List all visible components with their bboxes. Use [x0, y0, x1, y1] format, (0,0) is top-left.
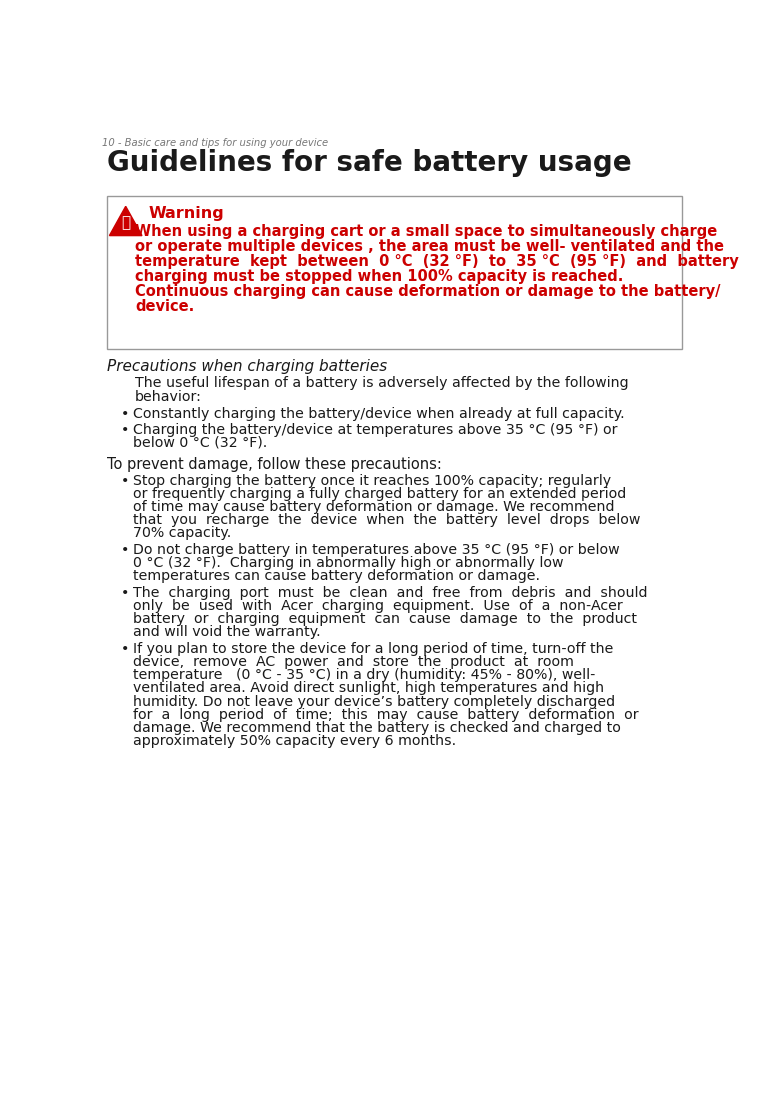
Text: behavior:: behavior: [135, 389, 202, 404]
Text: If you plan to store the device for a long period of time, turn-off the: If you plan to store the device for a lo… [133, 642, 614, 656]
Text: Guidelines for safe battery usage: Guidelines for safe battery usage [107, 148, 631, 177]
Text: The  charging  port  must  be  clean  and  free  from  debris  and  should: The charging port must be clean and free… [133, 586, 648, 600]
Text: approximately 50% capacity every 6 months.: approximately 50% capacity every 6 month… [133, 734, 457, 748]
Text: Continuous charging can cause deformation or damage to the battery/: Continuous charging can cause deformatio… [135, 284, 721, 299]
Text: below 0 °C (32 °F).: below 0 °C (32 °F). [133, 436, 268, 450]
Text: temperatures can cause battery deformation or damage.: temperatures can cause battery deformati… [133, 569, 541, 583]
Text: temperature  kept  between  0 °C  (32 °F)  to  35 °C  (95 °F)  and  battery: temperature kept between 0 °C (32 °F) to… [135, 255, 738, 269]
Text: •: • [121, 474, 129, 487]
Text: 70% capacity.: 70% capacity. [133, 525, 232, 540]
Text: Precautions when charging batteries: Precautions when charging batteries [107, 359, 387, 374]
Text: for  a  long  period  of  time;  this  may  cause  battery  deformation  or: for a long period of time; this may caus… [133, 708, 639, 722]
Text: ventilated area. Avoid direct sunlight, high temperatures and high: ventilated area. Avoid direct sunlight, … [133, 681, 604, 695]
FancyBboxPatch shape [107, 195, 682, 349]
Text: or operate multiple devices , the area must be well- ventilated and the: or operate multiple devices , the area m… [135, 239, 724, 255]
Text: temperature   (0 °C - 35 °C) in a dry (humidity: 45% - 80%), well-: temperature (0 °C - 35 °C) in a dry (hum… [133, 668, 596, 682]
Text: damage. We recommend that the battery is checked and charged to: damage. We recommend that the battery is… [133, 721, 621, 735]
Text: Warning: Warning [148, 206, 224, 222]
Text: that  you  recharge  the  device  when  the  battery  level  drops  below: that you recharge the device when the ba… [133, 512, 641, 527]
Text: and will void the warranty.: and will void the warranty. [133, 625, 321, 640]
Text: only  be  used  with  Acer  charging  equipment.  Use  of  a  non-Acer: only be used with Acer charging equipmen… [133, 599, 623, 613]
Text: 10 - Basic care and tips for using your device: 10 - Basic care and tips for using your … [102, 138, 328, 148]
Text: device,  remove  AC  power  and  store  the  product  at  room: device, remove AC power and store the pr… [133, 655, 574, 669]
Text: charging must be stopped when 100% capacity is reached.: charging must be stopped when 100% capac… [135, 269, 624, 284]
Text: humidity. Do not leave your device’s battery completely discharged: humidity. Do not leave your device’s bat… [133, 694, 615, 709]
Text: To prevent damage, follow these precautions:: To prevent damage, follow these precauti… [107, 456, 442, 472]
Text: When using a charging cart or a small space to simultaneously charge: When using a charging cart or a small sp… [135, 224, 717, 239]
Text: battery  or  charging  equipment  can  cause  damage  to  the  product: battery or charging equipment can cause … [133, 612, 638, 626]
Text: 0 °C (32 °F).  Charging in abnormally high or abnormally low: 0 °C (32 °F). Charging in abnormally hig… [133, 556, 564, 570]
Text: device.: device. [135, 299, 194, 314]
Text: The useful lifespan of a battery is adversely affected by the following: The useful lifespan of a battery is adve… [135, 376, 628, 391]
Text: ✋: ✋ [121, 215, 130, 230]
Text: •: • [121, 642, 129, 656]
Text: •: • [121, 586, 129, 600]
Text: •: • [121, 543, 129, 557]
Text: or frequently charging a fully charged battery for an extended period: or frequently charging a fully charged b… [133, 487, 627, 500]
Text: Constantly charging the battery/device when already at full capacity.: Constantly charging the battery/device w… [133, 407, 625, 420]
Text: Charging the battery/device at temperatures above 35 °C (95 °F) or: Charging the battery/device at temperatu… [133, 422, 618, 437]
Text: Do not charge battery in temperatures above 35 °C (95 °F) or below: Do not charge battery in temperatures ab… [133, 543, 620, 557]
Text: •: • [121, 407, 129, 420]
Text: of time may cause battery deformation or damage. We recommend: of time may cause battery deformation or… [133, 500, 615, 513]
Text: Stop charging the battery once it reaches 100% capacity; regularly: Stop charging the battery once it reache… [133, 474, 611, 487]
Polygon shape [109, 206, 142, 236]
Text: •: • [121, 422, 129, 437]
